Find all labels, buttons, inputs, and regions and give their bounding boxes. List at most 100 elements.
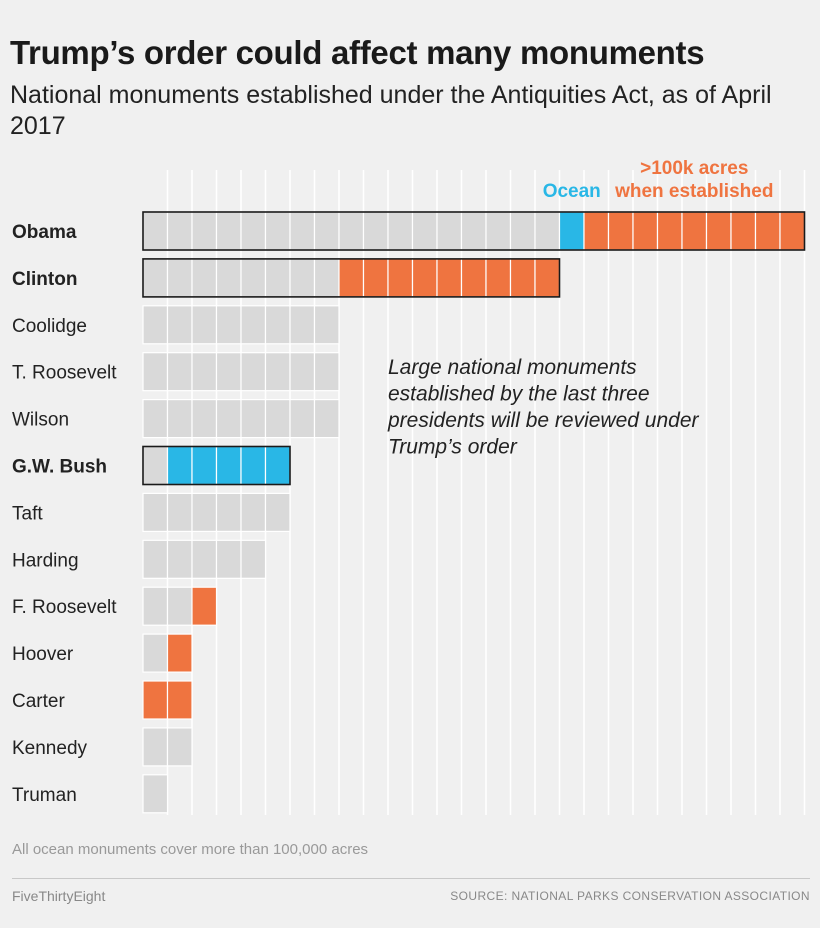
- highlight-outline: [142, 445, 291, 486]
- monument-cell: [411, 258, 438, 298]
- chart-row: Harding: [12, 539, 267, 579]
- monument-cell: [191, 586, 218, 626]
- monument-cell: [191, 399, 218, 439]
- monument-cell: [240, 445, 267, 486]
- monument-cell: [485, 211, 512, 251]
- monument-cell: [264, 211, 291, 251]
- footer-divider: [12, 878, 810, 879]
- chart-row: Kennedy: [12, 727, 193, 767]
- chart-row: Carter: [12, 680, 193, 720]
- monument-cell: [142, 445, 169, 486]
- monument-cell: [191, 445, 218, 486]
- monument-cell: [264, 399, 291, 439]
- monument-cell: [166, 258, 193, 298]
- monument-cell: [142, 352, 169, 392]
- monument-cell: [166, 352, 193, 392]
- monument-cell: [264, 445, 291, 486]
- highlight-outline: [142, 211, 806, 251]
- monument-cell: [289, 211, 316, 251]
- monument-cell: [338, 211, 365, 251]
- monument-cell: [191, 539, 218, 579]
- monument-cell: [240, 305, 267, 345]
- monument-cell: [264, 352, 291, 392]
- row-label: Wilson: [12, 410, 69, 431]
- monument-cell: [215, 445, 242, 486]
- monument-cell: [166, 211, 193, 251]
- monument-cell: [460, 211, 487, 251]
- row-label: Carter: [12, 691, 65, 712]
- monument-cell: [289, 399, 316, 439]
- chart-row: F. Roosevelt: [12, 586, 218, 626]
- monument-cell: [362, 211, 389, 251]
- row-label: Clinton: [12, 269, 77, 290]
- monument-cell: [166, 492, 193, 532]
- monument-cell: [730, 211, 757, 251]
- monument-cell: [436, 211, 463, 251]
- monument-cell: [558, 211, 585, 251]
- monument-cell: [142, 399, 169, 439]
- monument-cell: [240, 492, 267, 532]
- monument-cell: [485, 258, 512, 298]
- chart-row: Coolidge: [12, 305, 340, 345]
- annotation-line: Trump’s order: [388, 436, 518, 459]
- annotation-text: Large national monuments established by t…: [387, 356, 700, 459]
- monument-cell: [191, 352, 218, 392]
- monument-cell: [289, 258, 316, 298]
- chart-row: Taft: [12, 492, 291, 532]
- chart-row: G.W. Bush: [12, 445, 291, 486]
- monument-cell: [338, 258, 365, 298]
- monument-cell: [240, 399, 267, 439]
- row-label: Coolidge: [12, 316, 87, 337]
- row-label: Truman: [12, 785, 77, 806]
- monument-cell: [264, 305, 291, 345]
- monument-cell: [166, 586, 193, 626]
- monument-cell: [754, 211, 781, 251]
- monument-cell: [240, 539, 267, 579]
- monument-cell: [362, 258, 389, 298]
- source-credit: SOURCE: NATIONAL PARKS CONSERVATION ASSO…: [450, 889, 810, 903]
- monument-cell: [509, 211, 536, 251]
- monument-cell: [215, 258, 242, 298]
- monument-cell: [240, 211, 267, 251]
- monument-cell: [240, 258, 267, 298]
- monument-cell: [264, 258, 291, 298]
- monument-cell: [289, 352, 316, 392]
- annotation-line: Large national monuments: [388, 356, 637, 379]
- monument-cell: [142, 586, 169, 626]
- monument-cell: [166, 399, 193, 439]
- monument-cell: [191, 305, 218, 345]
- row-label: Kennedy: [12, 738, 88, 759]
- row-label: T. Roosevelt: [12, 363, 117, 384]
- chart-row: Truman: [12, 774, 169, 814]
- monument-cell: [142, 774, 169, 814]
- monument-cell: [142, 258, 169, 298]
- monument-cell: [436, 258, 463, 298]
- monument-cell: [313, 211, 340, 251]
- monument-cell: [191, 258, 218, 298]
- chart-row: Obama: [12, 211, 806, 251]
- chart-subtitle: National monuments established under the…: [10, 81, 772, 140]
- monument-cell: [534, 258, 561, 298]
- monument-cell: [387, 258, 414, 298]
- monument-cell: [215, 305, 242, 345]
- monument-cell: [215, 399, 242, 439]
- chart-row: Wilson: [12, 399, 340, 439]
- highlight-outline: [142, 258, 561, 298]
- monument-cell: [705, 211, 732, 251]
- monument-cell: [166, 539, 193, 579]
- monument-cell: [509, 258, 536, 298]
- monument-cell: [166, 633, 193, 673]
- monument-cell: [313, 399, 340, 439]
- monument-cell: [411, 211, 438, 251]
- legend-large-label-line2: when established: [614, 181, 773, 202]
- monument-cell: [142, 539, 169, 579]
- monument-cell: [215, 492, 242, 532]
- monument-cell: [215, 352, 242, 392]
- monument-cell: [166, 445, 193, 486]
- monument-cell: [142, 211, 169, 251]
- monument-cell: [656, 211, 683, 251]
- monument-cell: [240, 352, 267, 392]
- monument-cell: [779, 211, 806, 251]
- annotation-line: presidents will be reviewed under: [387, 409, 700, 432]
